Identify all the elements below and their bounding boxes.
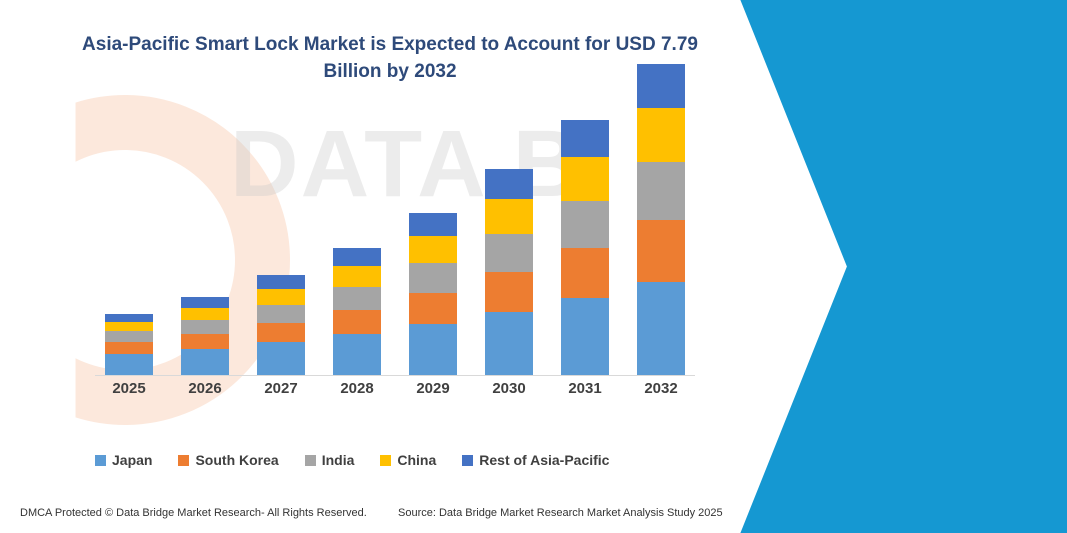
segment-restapac-2031[interactable]: [561, 120, 609, 157]
segment-restapac-2030[interactable]: [485, 169, 533, 199]
segment-japan-2025[interactable]: [105, 354, 153, 376]
segment-india-2030[interactable]: [485, 234, 533, 272]
segment-india-2032[interactable]: [637, 162, 685, 220]
segment-japan-2027[interactable]: [257, 342, 305, 376]
segment-china-2028[interactable]: [333, 266, 381, 287]
bar-group-2031[interactable]: [561, 120, 609, 376]
segment-india-2027[interactable]: [257, 305, 305, 323]
chart-container: 2025 2026 2027 2028 2029 2030 2031 2032: [95, 118, 695, 406]
x-label-2027: 2027: [257, 380, 305, 406]
bar-group-2026[interactable]: [181, 297, 229, 376]
legend-swatch-china: [380, 455, 391, 466]
segment-restapac-2027[interactable]: [257, 275, 305, 289]
footer-dmca-text: DMCA Protected © Data Bridge Market Rese…: [20, 507, 367, 519]
segment-china-2030[interactable]: [485, 199, 533, 234]
axis-baseline: [95, 375, 695, 376]
segment-restapac-2029[interactable]: [409, 213, 457, 236]
segment-china-2031[interactable]: [561, 157, 609, 201]
segment-china-2025[interactable]: [105, 322, 153, 331]
bar-group-2028[interactable]: [333, 248, 381, 376]
segment-southkorea-2028[interactable]: [333, 310, 381, 334]
footer-source-text: Source: Data Bridge Market Research Mark…: [398, 507, 723, 519]
legend-swatch-india: [305, 455, 316, 466]
segment-southkorea-2025[interactable]: [105, 342, 153, 354]
segment-southkorea-2026[interactable]: [181, 334, 229, 349]
x-label-2025: 2025: [105, 380, 153, 406]
segment-china-2029[interactable]: [409, 236, 457, 263]
segment-japan-2031[interactable]: [561, 298, 609, 376]
segment-japan-2032[interactable]: [637, 282, 685, 376]
legend-swatch-restapac: [462, 455, 473, 466]
legend-label-india: India: [322, 452, 355, 468]
legend-label-southkorea: South Korea: [195, 452, 278, 468]
x-label-2031: 2031: [561, 380, 609, 406]
right-info-panel: Asia-Pacific Smart Lock Market, By 2032 …: [712, 0, 1067, 533]
x-label-2032: 2032: [637, 380, 685, 406]
segment-india-2025[interactable]: [105, 331, 153, 342]
segment-japan-2028[interactable]: [333, 334, 381, 376]
bar-group-2029[interactable]: [409, 213, 457, 376]
segment-restapac-2025[interactable]: [105, 314, 153, 322]
segment-japan-2029[interactable]: [409, 324, 457, 376]
x-label-2026: 2026: [181, 380, 229, 406]
x-axis-labels: 2025 2026 2027 2028 2029 2030 2031 2032: [95, 380, 695, 406]
segment-china-2026[interactable]: [181, 308, 229, 320]
chart-legend: Japan South Korea India China Rest of As…: [95, 452, 695, 468]
segment-india-2029[interactable]: [409, 263, 457, 293]
chart-title: Asia-Pacific Smart Lock Market is Expect…: [80, 32, 700, 85]
legend-label-restapac: Rest of Asia-Pacific: [479, 452, 609, 468]
slide-root: DATA B Asia-Pacific Smart Lock Market is…: [0, 0, 1067, 533]
segment-india-2026[interactable]: [181, 320, 229, 334]
segment-southkorea-2032[interactable]: [637, 220, 685, 282]
segment-china-2027[interactable]: [257, 289, 305, 305]
legend-swatch-southkorea: [178, 455, 189, 466]
legend-item-china[interactable]: China: [380, 452, 436, 468]
legend-item-india[interactable]: India: [305, 452, 355, 468]
legend-label-china: China: [397, 452, 436, 468]
legend-item-japan[interactable]: Japan: [95, 452, 152, 468]
segment-india-2031[interactable]: [561, 201, 609, 248]
bar-group-2032[interactable]: [637, 64, 685, 376]
legend-label-japan: Japan: [112, 452, 152, 468]
segment-restapac-2026[interactable]: [181, 297, 229, 308]
x-label-2030: 2030: [485, 380, 533, 406]
segment-southkorea-2027[interactable]: [257, 323, 305, 342]
bars-row: [95, 118, 695, 376]
segment-china-2032[interactable]: [637, 108, 685, 162]
segment-japan-2026[interactable]: [181, 349, 229, 376]
bar-group-2030[interactable]: [485, 169, 533, 376]
segment-restapac-2032[interactable]: [637, 64, 685, 108]
segment-restapac-2028[interactable]: [333, 248, 381, 266]
segment-southkorea-2030[interactable]: [485, 272, 533, 312]
bar-group-2027[interactable]: [257, 275, 305, 376]
segment-southkorea-2031[interactable]: [561, 248, 609, 298]
legend-swatch-japan: [95, 455, 106, 466]
segment-southkorea-2029[interactable]: [409, 293, 457, 324]
segment-japan-2030[interactable]: [485, 312, 533, 376]
legend-item-southkorea[interactable]: South Korea: [178, 452, 278, 468]
bar-group-2025[interactable]: [105, 314, 153, 376]
x-label-2028: 2028: [333, 380, 381, 406]
segment-india-2028[interactable]: [333, 287, 381, 310]
x-label-2029: 2029: [409, 380, 457, 406]
legend-item-restapac[interactable]: Rest of Asia-Pacific: [462, 452, 609, 468]
